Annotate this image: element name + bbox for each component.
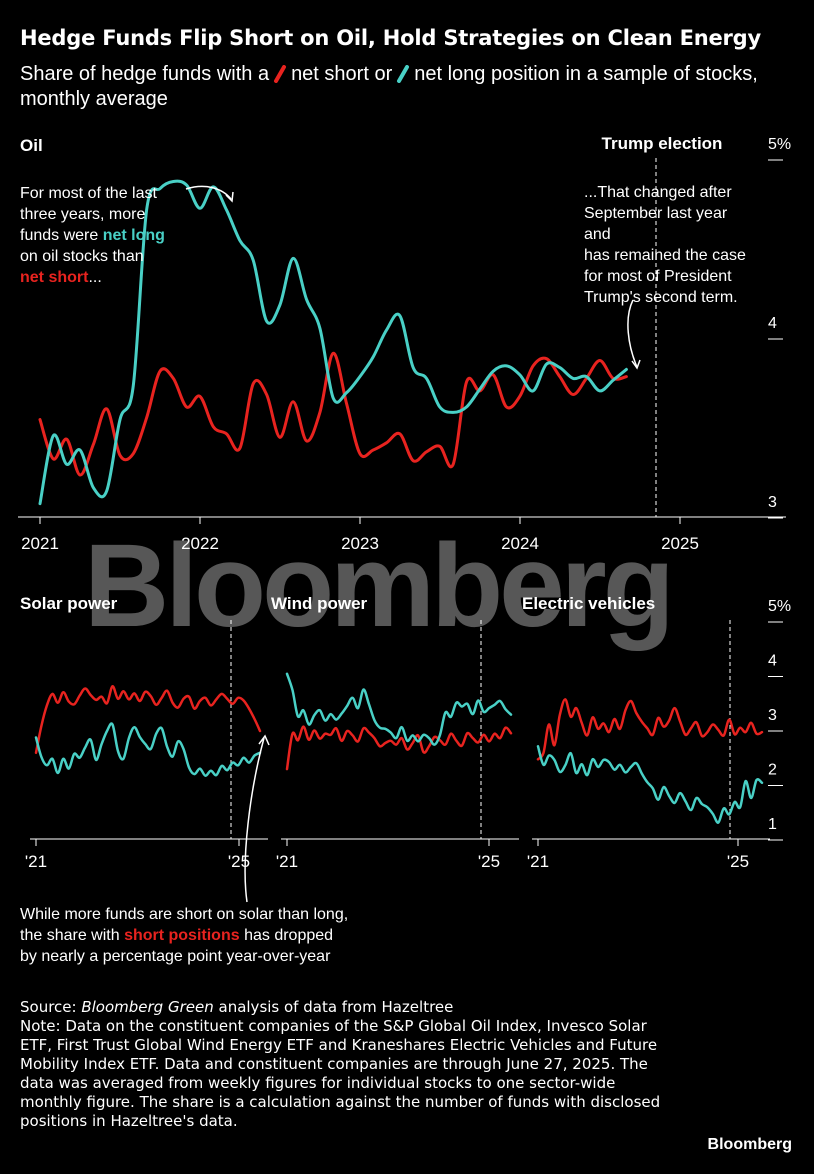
solar-arrowhead — [258, 734, 270, 746]
wind-power-x-tick-label-end: '25 — [478, 852, 500, 871]
source-line: Source: Bloomberg Green analysis of data… — [20, 998, 680, 1017]
solar-ann-line-3: by nearly a percentage point year-over-y… — [20, 948, 331, 965]
electric-vehicles-series-net-long — [536, 745, 764, 824]
bloomberg-logo: Bloomberg — [707, 1136, 792, 1153]
subtitle-part-3: net long position in a sample of stocks,… — [20, 63, 758, 110]
oil-right-line-4: has remained the case — [584, 247, 746, 264]
oil-left-line-5: net short... — [20, 267, 165, 288]
oil-left-line-4: on oil stocks than — [20, 248, 144, 265]
net-short-highlight: net short — [20, 269, 89, 286]
oil-x-tick-label-2021: 2021 — [21, 534, 59, 553]
oil-right-line-2: September last year — [584, 205, 728, 222]
oil-series-net-long — [38, 179, 628, 506]
short-positions-highlight: short positions — [124, 927, 240, 944]
solar-ann-line-2a: the share with — [20, 927, 125, 944]
wind-power-panel-title: Wind power — [271, 594, 368, 613]
oil-event-label: Trump election — [602, 134, 723, 153]
oil-x-tick-label-2022: 2022 — [181, 534, 219, 553]
solar-power-panel-title: Solar power — [20, 594, 118, 613]
oil-left-line-5b: ... — [88, 269, 102, 286]
chart-title: Hedge Funds Flip Short on Oil, Hold Stra… — [20, 26, 761, 50]
source-rest: analysis of data from Hazeltree — [213, 998, 454, 1016]
chart-subtitle: Share of hedge funds with a net short or n… — [20, 62, 800, 112]
oil-right-annotation: ...That changed after September last yea… — [584, 182, 746, 308]
solar-ann-line-2c: has dropped — [239, 927, 334, 944]
solar-power-x-tick-label-end: '25 — [228, 852, 250, 871]
oil-right-arrowhead — [631, 359, 641, 370]
oil-left-annotation: For most of the last three years, more f… — [20, 183, 165, 288]
short-legend-icon — [273, 65, 287, 83]
oil-x-tick-label-2023: 2023 — [341, 534, 379, 553]
electric-vehicles-x-tick-label-end: '25 — [727, 852, 749, 871]
note-text: Note: Data on the constituent companies … — [20, 1017, 661, 1130]
solar-annotation: While more funds are short on solar than… — [20, 904, 348, 967]
oil-left-arrow — [185, 185, 232, 200]
wind-power-x-tick-label-start: '21 — [276, 852, 298, 871]
oil-x-tick-label-2025: 2025 — [661, 534, 699, 553]
wind-power-series-net-long — [285, 672, 513, 746]
electric-vehicles-panel-title: Electric vehicles — [522, 594, 655, 613]
small-y-tick-label-1: 1 — [768, 816, 777, 833]
oil-right-line-1: ...That changed after — [584, 184, 732, 201]
oil-left-line-3: funds were net long — [20, 225, 165, 246]
oil-series-net-short — [38, 351, 628, 477]
solar-ann-line-2: the share with short positions has dropp… — [20, 925, 348, 946]
subtitle-part-1: Share of hedge funds with a — [20, 63, 270, 85]
electric-vehicles-x-tick-label-start: '21 — [527, 852, 549, 871]
solar-arrow — [244, 737, 265, 903]
oil-right-line-6: Trump's second term. — [584, 289, 738, 306]
solar-ann-line-1: While more funds are short on solar than… — [20, 906, 349, 923]
source-italic: Bloomberg Green — [81, 998, 214, 1016]
oil-left-line-3a: funds were — [20, 227, 103, 244]
long-legend-icon — [396, 65, 410, 83]
source-notes: Source: Bloomberg Green analysis of data… — [20, 998, 680, 1131]
oil-left-line-2: three years, more — [20, 206, 146, 223]
solar-power-series-net-long — [34, 722, 262, 777]
oil-y-tick-label-5: 5% — [768, 136, 791, 153]
oil-right-arrow — [627, 299, 638, 368]
wind-power-series-net-short — [285, 725, 513, 771]
small-y-tick-label-2: 2 — [768, 762, 777, 779]
oil-panel-title: Oil — [20, 136, 43, 155]
source-prefix: Source: — [20, 998, 82, 1016]
oil-y-tick-label-4: 4 — [768, 315, 777, 332]
oil-y-tick-label-3: 3 — [768, 494, 777, 511]
small-y-tick-label-3: 3 — [768, 707, 777, 724]
oil-right-line-5: for most of President — [584, 268, 732, 285]
small-y-tick-label-4: 4 — [768, 653, 777, 670]
electric-vehicles-series-net-short — [536, 698, 764, 761]
oil-x-tick-label-2024: 2024 — [501, 534, 539, 553]
oil-left-line-1: For most of the last — [20, 185, 157, 202]
net-long-highlight: net long — [102, 227, 165, 244]
small-y-tick-label-5: 5% — [768, 598, 791, 615]
solar-power-x-tick-label-start: '21 — [25, 852, 47, 871]
subtitle-part-2: net short or — [291, 63, 393, 85]
solar-power-series-net-short — [34, 685, 262, 755]
oil-left-arrowhead — [225, 191, 234, 203]
oil-right-line-3: and — [584, 226, 611, 243]
